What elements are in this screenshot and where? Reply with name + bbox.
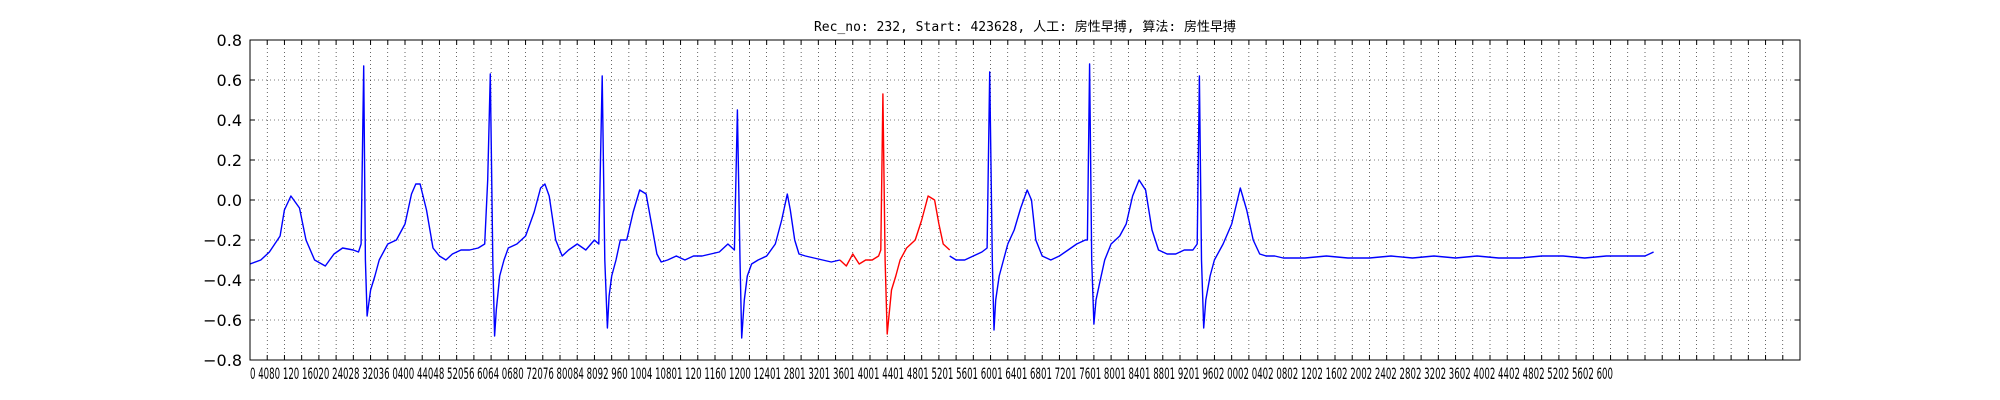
grid-lines — [249, 39, 1801, 361]
x-tick-labels: 0 4080 120 16020 24028 32036 0400 44048 … — [250, 364, 1613, 383]
y-tick-label: −0.6 — [203, 311, 242, 330]
series-line-1 — [249, 65, 841, 339]
y-tick-label: −0.8 — [203, 351, 242, 370]
y-tick-label: 0.8 — [217, 31, 242, 50]
series-line-2 — [839, 93, 951, 335]
y-tick-label: −0.4 — [203, 271, 242, 290]
y-tick-label: 0.6 — [217, 71, 242, 90]
y-tick-label: 0.0 — [217, 191, 242, 210]
x-axis: 0 4080 120 16020 24028 32036 0400 44048 … — [249, 40, 1801, 383]
y-tick-label: 0.4 — [217, 111, 242, 130]
series-line-3 — [949, 63, 1654, 331]
y-axis: −0.8 −0.6 −0.4 −0.2 0.0 0.2 0.4 0.6 0.8 — [203, 31, 1800, 370]
chart-title: Rec_no: 232, Start: 423628, 人工: 房性早搏, 算法… — [813, 20, 1237, 35]
y-tick-label: −0.2 — [203, 231, 242, 250]
y-tick-label: 0.2 — [217, 151, 242, 170]
series-lines — [249, 63, 1654, 339]
